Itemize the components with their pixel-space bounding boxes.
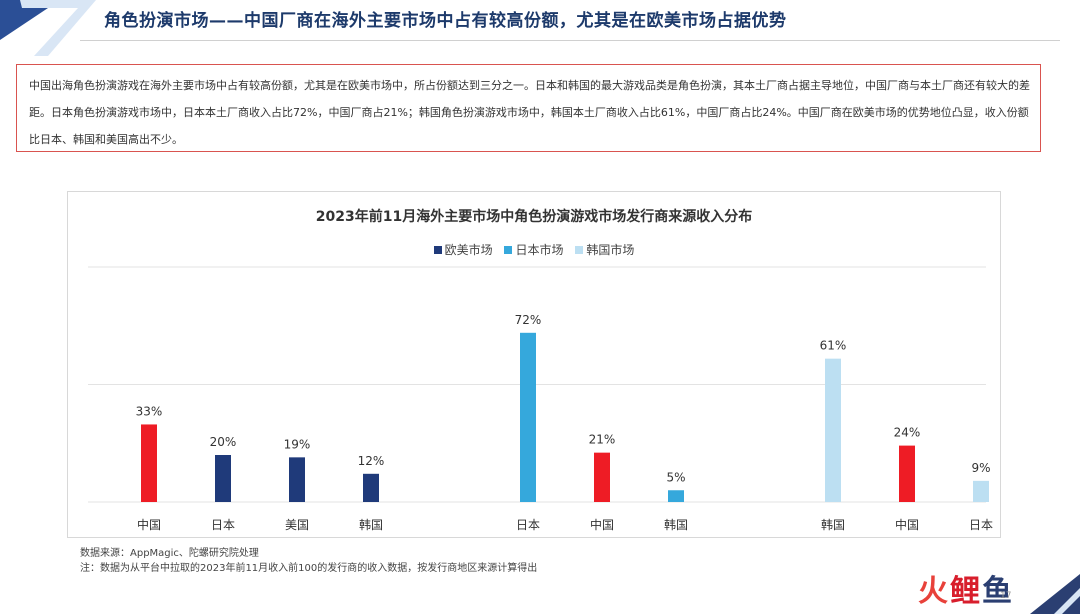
bar [289, 457, 305, 502]
bar [141, 424, 157, 502]
page-title: 角色扮演市场——中国厂商在海外主要市场中占有较高份额，尤其是在欧美市场占据优势 [104, 11, 787, 31]
x-tick-label: 中国 [590, 517, 614, 532]
header-divider [80, 40, 1060, 41]
bar [973, 480, 989, 502]
logo-char: 火 [918, 574, 948, 609]
x-tick-label: 日本 [969, 518, 993, 532]
x-tick-label: 韩国 [664, 517, 688, 532]
bar [520, 332, 536, 502]
summary-text: 中国出海角色扮演游戏在海外主要市场中占有较高份额，尤其是在欧美市场中，所占份额达… [29, 79, 1030, 146]
chart-title: 2023年前11月海外主要市场中角色扮演游戏市场发行商来源收入分布 [315, 209, 753, 225]
data-note: 注：数据为从平台中拉取的2023年前11月收入前100的发行商的收入数据，按发行… [80, 563, 538, 574]
x-tick-label: 韩国 [359, 517, 383, 532]
data-label: 72% [515, 313, 542, 327]
x-tick-label: 韩国 [821, 517, 845, 532]
logo-char: 鲤 [950, 574, 980, 609]
chart-legend: 欧美市场 日本市场 韩国市场 [68, 241, 1000, 258]
bar [899, 445, 915, 502]
legend-item-japan: 日本市场 [504, 241, 564, 258]
summary-box: 中国出海角色扮演游戏在海外主要市场中占有较高份额，尤其是在欧美市场中，所占份额达… [16, 64, 1041, 152]
x-tick-label: 日本 [211, 518, 235, 532]
bar-chart: 33% 中国 20% 日本 19% 美国 12% 韩国 72% 日本 21% 中国 5% 韩国 61% 韩国 2… [88, 266, 993, 532]
data-label: 9% [971, 461, 990, 475]
x-tick-label: 日本 [516, 518, 540, 532]
legend-swatch [433, 246, 442, 254]
bar [825, 358, 841, 502]
x-tick-label: 中国 [137, 517, 161, 532]
corner-decoration [1030, 574, 1080, 614]
data-label: 5% [666, 470, 685, 484]
data-label: 19% [284, 437, 311, 451]
bar [215, 455, 231, 502]
legend-item-europe-us: 欧美市场 [433, 241, 493, 258]
legend-item-korea: 韩国市场 [575, 241, 634, 258]
logo-char: 鱼 [982, 574, 1012, 609]
legend-label: 韩国市场 [586, 243, 635, 257]
corner-decoration [0, 0, 96, 56]
legend-label: 欧美市场 [444, 243, 493, 257]
bar [668, 490, 684, 502]
logo: 火鲤鱼 [918, 572, 1014, 614]
footer: 数据来源：AppMagic、陀螺研究院处理 注：数据为从平台中拉取的2023年前… [80, 546, 537, 576]
legend-label: 日本市场 [515, 243, 564, 257]
page-number: 17 [1000, 591, 1012, 601]
data-label: 24% [894, 426, 921, 440]
x-tick-label: 中国 [895, 517, 919, 532]
data-label: 33% [136, 404, 163, 418]
bar [594, 452, 610, 502]
bar [363, 473, 379, 502]
chart-frame: 33% 中国 20% 日本 19% 美国 12% 韩国 72% 日本 21% 中国 5% 韩国 61% 韩国 2… [67, 191, 1001, 538]
data-label: 21% [589, 433, 616, 447]
data-label: 12% [358, 454, 385, 468]
x-tick-label: 美国 [285, 518, 309, 532]
legend-swatch [504, 246, 513, 254]
source-note: 数据来源：AppMagic、陀螺研究院处理 [80, 548, 259, 559]
legend-swatch [575, 246, 584, 254]
data-label: 20% [210, 435, 237, 449]
data-label: 61% [820, 339, 847, 353]
